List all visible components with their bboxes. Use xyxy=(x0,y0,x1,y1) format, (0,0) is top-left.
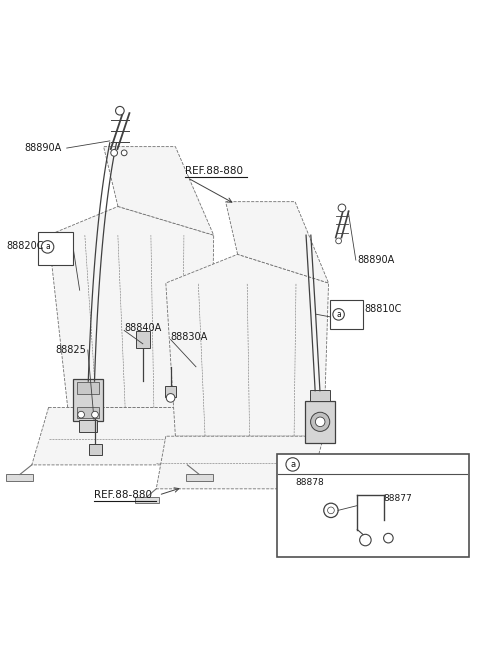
Polygon shape xyxy=(226,202,328,283)
Circle shape xyxy=(166,394,175,402)
Circle shape xyxy=(336,238,341,244)
Polygon shape xyxy=(32,407,211,465)
FancyBboxPatch shape xyxy=(89,444,102,455)
Text: 88890A: 88890A xyxy=(357,255,395,265)
Polygon shape xyxy=(104,147,214,235)
FancyBboxPatch shape xyxy=(136,331,150,348)
Circle shape xyxy=(92,411,98,418)
FancyBboxPatch shape xyxy=(38,232,73,265)
Text: REF.88-880: REF.88-880 xyxy=(185,166,243,175)
Text: a: a xyxy=(336,310,341,319)
Circle shape xyxy=(324,503,338,518)
Circle shape xyxy=(311,412,330,432)
Polygon shape xyxy=(166,254,328,436)
Circle shape xyxy=(384,533,393,543)
Circle shape xyxy=(121,150,127,156)
Circle shape xyxy=(116,106,124,115)
FancyBboxPatch shape xyxy=(186,474,213,481)
FancyBboxPatch shape xyxy=(165,386,176,397)
Circle shape xyxy=(78,411,84,418)
FancyBboxPatch shape xyxy=(6,474,33,481)
Text: 88890A: 88890A xyxy=(24,143,62,153)
Circle shape xyxy=(41,240,54,253)
Text: a: a xyxy=(45,242,50,252)
Circle shape xyxy=(333,309,344,320)
Circle shape xyxy=(327,507,334,514)
FancyBboxPatch shape xyxy=(305,401,335,443)
FancyBboxPatch shape xyxy=(277,454,469,557)
Text: 88820C: 88820C xyxy=(6,241,44,251)
Text: 88825: 88825 xyxy=(56,345,86,355)
FancyBboxPatch shape xyxy=(77,382,99,394)
Circle shape xyxy=(315,417,325,426)
FancyBboxPatch shape xyxy=(330,300,363,328)
FancyBboxPatch shape xyxy=(307,497,331,503)
Circle shape xyxy=(286,458,300,471)
Polygon shape xyxy=(156,436,324,489)
Text: 88840A: 88840A xyxy=(124,323,161,332)
Circle shape xyxy=(360,534,371,546)
FancyBboxPatch shape xyxy=(310,390,330,401)
FancyBboxPatch shape xyxy=(77,407,99,417)
Text: a: a xyxy=(290,460,295,469)
Text: REF.88-880: REF.88-880 xyxy=(94,490,152,500)
Polygon shape xyxy=(48,206,214,407)
FancyBboxPatch shape xyxy=(135,497,158,503)
Text: 88810C: 88810C xyxy=(364,304,402,314)
Text: 88830A: 88830A xyxy=(170,332,208,342)
FancyBboxPatch shape xyxy=(79,420,97,432)
Text: 88878: 88878 xyxy=(295,478,324,487)
Circle shape xyxy=(111,150,118,156)
FancyBboxPatch shape xyxy=(73,379,103,421)
Circle shape xyxy=(338,204,346,212)
Text: 88877: 88877 xyxy=(384,494,412,503)
